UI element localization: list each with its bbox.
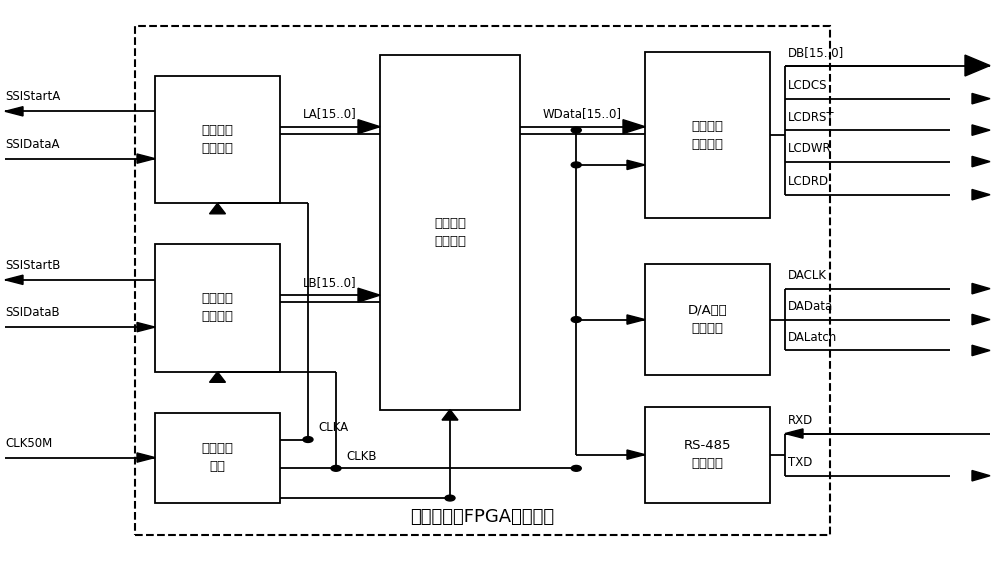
Circle shape xyxy=(571,162,581,168)
Text: SSIDataA: SSIDataA xyxy=(5,138,60,150)
Polygon shape xyxy=(623,120,645,134)
Text: LCDRST: LCDRST xyxy=(788,111,835,124)
Polygon shape xyxy=(972,156,990,167)
Text: LCDRD: LCDRD xyxy=(788,175,829,188)
Polygon shape xyxy=(137,322,155,332)
FancyBboxPatch shape xyxy=(155,244,280,372)
Circle shape xyxy=(571,127,581,133)
Text: CLK50M: CLK50M xyxy=(5,436,52,450)
Text: 液晶显示
驱动模块: 液晶显示 驱动模块 xyxy=(692,120,724,150)
Polygon shape xyxy=(627,450,645,459)
Polygon shape xyxy=(972,345,990,356)
Text: 板坯宽度
计算模块: 板坯宽度 计算模块 xyxy=(434,217,466,248)
Polygon shape xyxy=(972,284,990,294)
FancyBboxPatch shape xyxy=(645,407,770,503)
Polygon shape xyxy=(210,203,226,214)
Text: WData[15..0]: WData[15..0] xyxy=(543,107,622,120)
Text: RXD: RXD xyxy=(788,414,813,427)
Text: D/A转换
驱动模块: D/A转换 驱动模块 xyxy=(688,304,727,335)
FancyBboxPatch shape xyxy=(155,413,280,503)
Text: DAData: DAData xyxy=(788,300,833,313)
Polygon shape xyxy=(137,453,155,462)
Circle shape xyxy=(303,437,313,443)
FancyBboxPatch shape xyxy=(645,52,770,218)
Polygon shape xyxy=(210,372,226,382)
Polygon shape xyxy=(137,154,155,163)
FancyBboxPatch shape xyxy=(155,76,280,203)
Polygon shape xyxy=(972,471,990,481)
Text: TXD: TXD xyxy=(788,457,812,469)
Text: DB[15..0]: DB[15..0] xyxy=(788,46,844,59)
Circle shape xyxy=(445,495,455,501)
Polygon shape xyxy=(972,189,990,200)
Text: LCDCS: LCDCS xyxy=(788,80,828,92)
FancyBboxPatch shape xyxy=(380,55,520,410)
Text: 时钟分频
模块: 时钟分频 模块 xyxy=(202,442,234,473)
Circle shape xyxy=(571,317,581,322)
Text: SSIStartA: SSIStartA xyxy=(5,90,60,103)
Polygon shape xyxy=(5,107,23,116)
Text: 集中控制器FPGA功能模块: 集中控制器FPGA功能模块 xyxy=(410,508,555,526)
Text: DACLK: DACLK xyxy=(788,270,827,282)
Polygon shape xyxy=(5,275,23,285)
Polygon shape xyxy=(358,120,380,134)
Polygon shape xyxy=(785,429,803,438)
Text: DALatch: DALatch xyxy=(788,331,837,344)
Polygon shape xyxy=(972,314,990,325)
Text: LA[15..0]: LA[15..0] xyxy=(303,107,357,120)
Text: 距离数据
解析模块: 距离数据 解析模块 xyxy=(202,292,234,324)
Text: SSIDataB: SSIDataB xyxy=(5,306,60,319)
Circle shape xyxy=(331,465,341,471)
Text: LB[15..0]: LB[15..0] xyxy=(303,276,357,289)
Polygon shape xyxy=(442,410,458,420)
FancyBboxPatch shape xyxy=(645,264,770,375)
Text: RS-485
通信模块: RS-485 通信模块 xyxy=(684,439,731,470)
Circle shape xyxy=(571,465,581,471)
Text: 距离数据
解析模块: 距离数据 解析模块 xyxy=(202,124,234,155)
Polygon shape xyxy=(972,94,990,104)
Polygon shape xyxy=(358,288,380,302)
Text: CLKB: CLKB xyxy=(346,450,377,463)
Text: CLKA: CLKA xyxy=(318,421,348,435)
Polygon shape xyxy=(627,160,645,170)
Polygon shape xyxy=(627,315,645,324)
Text: SSIStartB: SSIStartB xyxy=(5,259,60,272)
Polygon shape xyxy=(972,125,990,135)
Polygon shape xyxy=(965,55,990,76)
Text: LCDWR: LCDWR xyxy=(788,142,832,155)
